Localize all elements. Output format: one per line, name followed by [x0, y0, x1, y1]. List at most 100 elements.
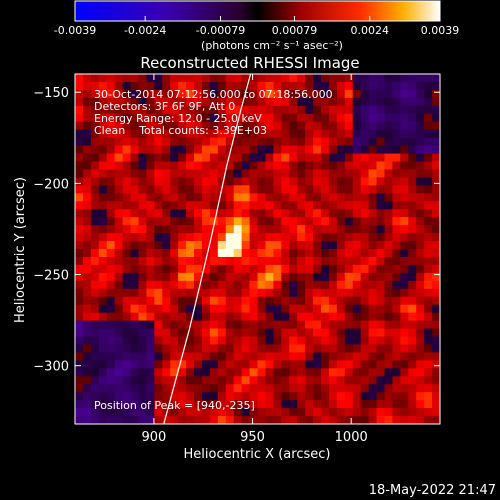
heatmap-pixel: [368, 384, 378, 393]
heatmap-pixel: [106, 288, 116, 298]
heatmap-pixel: [360, 400, 370, 409]
heatmap-pixel: [305, 256, 314, 266]
heatmap-pixel: [146, 185, 155, 194]
heatmap-pixel: [424, 74, 433, 83]
heatmap-pixel: [194, 256, 203, 266]
heatmap-pixel: [320, 344, 330, 353]
heatmap-pixel: [106, 89, 116, 99]
heatmap-pixel: [384, 121, 393, 131]
heatmap-pixel: [320, 312, 330, 322]
heatmap-pixel: [82, 145, 92, 155]
heatmap-pixel: [233, 105, 243, 115]
heatmap-pixel: [313, 185, 322, 194]
heatmap-pixel: [336, 264, 346, 274]
heatmap-pixel: [217, 256, 227, 266]
heatmap-pixel: [384, 129, 393, 139]
heatmap-pixel: [186, 209, 195, 218]
heatmap-pixel: [178, 280, 187, 290]
heatmap-pixel: [320, 280, 330, 290]
heatmap-pixel: [289, 344, 298, 353]
heatmap-pixel: [162, 161, 171, 170]
heatmap-pixel: [201, 320, 211, 330]
heatmap-pixel: [194, 272, 203, 282]
heatmap-pixel: [233, 81, 243, 91]
heatmap-pixel: [273, 288, 282, 298]
heatmap-pixel: [384, 376, 393, 385]
heatmap-pixel: [217, 97, 227, 107]
heatmap-pixel: [328, 129, 338, 139]
heatmap-pixel: [320, 161, 330, 170]
heatmap-pixel: [416, 296, 425, 306]
heatmap-pixel: [305, 336, 314, 345]
heatmap-pixel: [75, 352, 84, 361]
heatmap-pixel: [257, 225, 266, 234]
heatmap-pixel: [320, 272, 330, 282]
heatmap-pixel: [90, 352, 100, 361]
heatmap-pixel: [281, 264, 290, 274]
heatmap-pixel: [305, 105, 314, 115]
heatmap-pixel: [154, 113, 163, 123]
heatmap-pixel: [170, 328, 179, 337]
heatmap-pixel: [122, 241, 132, 250]
heatmap-pixel: [186, 344, 195, 353]
heatmap-pixel: [273, 256, 282, 266]
heatmap-pixel: [233, 360, 243, 369]
heatmap-pixel: [289, 352, 298, 361]
heatmap-pixel: [241, 392, 251, 401]
heatmap-pixel: [289, 185, 298, 194]
heatmap-pixel: [194, 376, 203, 385]
heatmap-pixel: [400, 352, 409, 361]
heatmap-pixel: [98, 272, 108, 282]
heatmap-pixel: [122, 201, 132, 210]
heatmap-pixel: [106, 304, 116, 314]
heatmap-pixel: [90, 376, 100, 385]
heatmap-pixel: [424, 352, 433, 361]
heatmap-pixel: [305, 201, 314, 210]
heatmap-pixel: [297, 249, 306, 258]
heatmap-pixel: [336, 121, 346, 131]
heatmap-pixel: [138, 384, 147, 393]
heatmap-pixel: [114, 209, 124, 218]
heatmap-pixel: [432, 161, 440, 170]
heatmap-pixel: [98, 352, 108, 361]
heatmap-pixel: [320, 352, 330, 361]
heatmap-pixel: [201, 145, 211, 155]
heatmap-pixel: [328, 225, 338, 234]
heatmap-pixel: [154, 137, 163, 147]
heatmap-pixel: [186, 328, 195, 337]
heatmap-pixel: [98, 137, 108, 147]
heatmap-pixel: [225, 392, 235, 401]
heatmap-pixel: [75, 241, 84, 250]
heatmap-pixel: [90, 368, 100, 377]
heatmap-pixel: [138, 193, 147, 202]
heatmap-pixel: [138, 177, 147, 186]
heatmap-pixel: [376, 97, 385, 107]
heatmap-pixel: [368, 256, 378, 266]
heatmap-pixel: [328, 320, 338, 330]
heatmap-pixel: [75, 113, 84, 123]
heatmap-pixel: [114, 161, 124, 170]
heatmap-pixel: [122, 209, 132, 218]
heatmap-pixel: [368, 129, 378, 139]
y-tick-label: −200: [33, 177, 69, 192]
heatmap-pixel: [265, 344, 274, 353]
heatmap-pixel: [130, 169, 139, 178]
heatmap-pixel: [114, 81, 124, 91]
heatmap-pixel: [328, 137, 338, 147]
heatmap-pixel: [178, 121, 187, 131]
heatmap-pixel: [146, 121, 155, 131]
heatmap-pixel: [106, 193, 116, 202]
heatmap-pixel: [106, 264, 116, 274]
heatmap-pixel: [368, 145, 378, 155]
heatmap-pixel: [392, 201, 401, 210]
heatmap-pixel: [352, 280, 362, 290]
heatmap-pixel: [82, 368, 92, 377]
heatmap-pixel: [217, 177, 227, 186]
heatmap-pixel: [360, 129, 370, 139]
heatmap-pixel: [122, 249, 132, 258]
heatmap-pixel: [241, 113, 251, 123]
heatmap-pixel: [106, 185, 116, 194]
heatmap-pixel: [122, 121, 132, 131]
heatmap-pixel: [90, 145, 100, 155]
heatmap-pixel: [241, 105, 251, 115]
